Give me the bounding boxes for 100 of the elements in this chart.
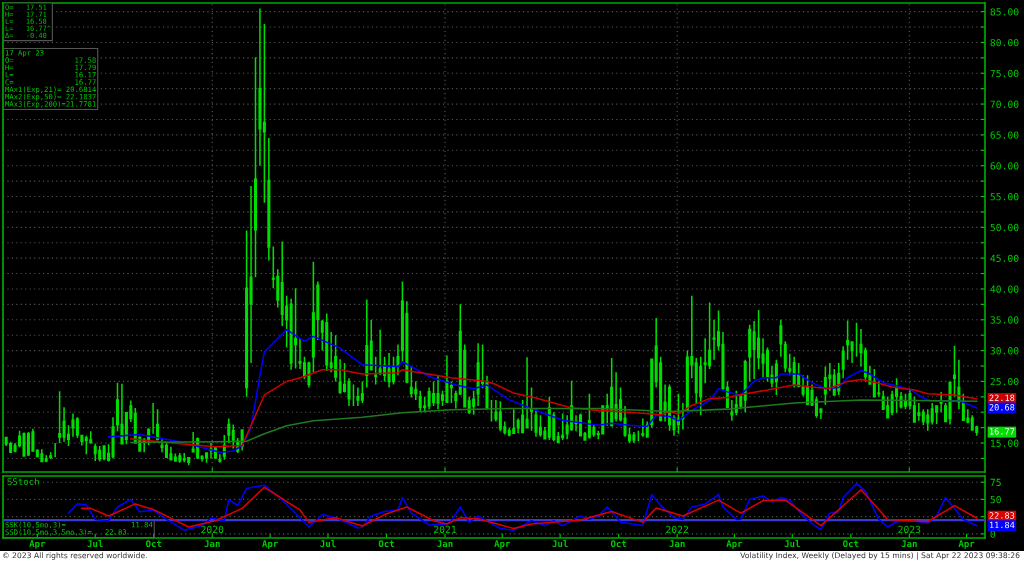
- candlestick: [249, 185, 253, 364]
- y-tick-label: 50: [990, 495, 1001, 504]
- candlestick: [957, 359, 961, 410]
- candlestick: [365, 298, 369, 389]
- candlestick: [387, 352, 391, 389]
- candlestick: [169, 445, 173, 461]
- y-tick-label: 75.00: [990, 69, 1019, 78]
- candlestick: [534, 408, 538, 438]
- x-tick-label: Apr: [494, 540, 511, 549]
- candlestick: [253, 56, 258, 279]
- x-tick-label: Jan: [204, 540, 220, 548]
- candlestick: [160, 438, 164, 454]
- candlestick: [445, 354, 449, 404]
- candlestick: [854, 322, 859, 358]
- x2-tick-label: 2023: [898, 525, 921, 534]
- x-tick-label: Jul: [320, 540, 336, 548]
- y-tick-label: 70.00: [990, 100, 1019, 108]
- candlestick: [294, 287, 298, 370]
- candlestick: [142, 437, 146, 454]
- candlestick: [378, 328, 382, 377]
- candlestick: [374, 355, 378, 386]
- y-tick-label: 45.00: [990, 254, 1019, 262]
- annotation: 22.83: [989, 512, 1015, 519]
- candlestick: [436, 374, 440, 410]
- annotation: 16.77: [989, 428, 1015, 435]
- candlestick: [53, 442, 57, 458]
- x-tick-label: Oct: [378, 540, 394, 548]
- x-tick-label: Apr: [262, 540, 278, 549]
- candlestick: [71, 412, 75, 438]
- y-tick-label: 35.00: [990, 316, 1019, 324]
- candlestick: [22, 431, 26, 457]
- candlestick: [926, 408, 930, 432]
- x2-tick-label: 2022: [666, 525, 689, 534]
- x-tick-label: Oct: [145, 540, 162, 548]
- candlestick: [396, 343, 400, 377]
- candlestick: [49, 451, 53, 460]
- candlestick: [58, 390, 62, 444]
- x-tick-label: Apr: [29, 540, 46, 549]
- candlestick: [98, 445, 102, 463]
- y-tick-label: 25.00: [990, 377, 1019, 386]
- candlestick: [952, 344, 956, 398]
- candlestick: [107, 443, 111, 463]
- candlestick: [454, 389, 458, 410]
- candlestick: [227, 417, 231, 444]
- candlestick: [351, 383, 355, 407]
- candlestick: [676, 392, 680, 435]
- candlestick: [200, 454, 204, 463]
- candlestick: [512, 408, 516, 434]
- x-tick-label: Jan: [437, 540, 453, 548]
- candlestick: [641, 417, 645, 438]
- x-tick-label: Jan: [669, 540, 685, 548]
- candlestick: [494, 399, 498, 423]
- y-tick-label: 75: [990, 478, 1001, 487]
- candlestick: [903, 392, 908, 410]
- candlestick: [311, 261, 315, 373]
- candlestick: [529, 386, 534, 432]
- candlestick: [761, 337, 765, 380]
- candlestick: [360, 380, 364, 404]
- candlestick: [209, 442, 213, 460]
- candlestick: [561, 412, 565, 441]
- candlestick: [356, 386, 360, 407]
- candlestick: [489, 399, 493, 423]
- y-tick-label: 55.00: [990, 193, 1019, 201]
- x-tick-label: Jul: [552, 540, 568, 548]
- candlestick: [173, 452, 177, 463]
- candlestick: [182, 452, 186, 463]
- candlestick: [120, 383, 124, 445]
- candlestick: [895, 377, 899, 414]
- candlestick: [730, 399, 734, 422]
- y-tick-label: 15.00: [991, 439, 1019, 447]
- x-tick-label: Apr: [958, 540, 975, 549]
- candlestick: [939, 391, 943, 413]
- candlestick: [418, 389, 422, 412]
- y-tick-label: 50.00: [990, 223, 1019, 232]
- candlestick: [218, 453, 222, 464]
- candlestick: [846, 319, 850, 361]
- candlestick: [231, 423, 235, 450]
- y-tick-label: 60.00: [990, 162, 1019, 170]
- candlestick: [40, 448, 44, 463]
- candlestick: [476, 342, 480, 407]
- line-series: [130, 399, 978, 444]
- x-tick-label: Apr: [726, 540, 743, 549]
- candlestick: [935, 405, 939, 425]
- candlestick: [930, 402, 934, 426]
- candlestick: [187, 456, 191, 466]
- candlestick: [204, 451, 209, 464]
- candlestick: [948, 380, 952, 426]
- candlestick: [899, 391, 903, 410]
- y-tick-label: 65.00: [990, 131, 1019, 139]
- annotation: 20.68: [989, 404, 1015, 411]
- candlestick: [779, 319, 783, 358]
- candlestick: [338, 358, 342, 395]
- candlestick: [84, 434, 88, 455]
- y-tick-label: 80.00: [990, 38, 1019, 47]
- candlestick: [632, 431, 636, 444]
- x-tick-label: Jul: [87, 540, 103, 548]
- candlestick: [681, 402, 685, 431]
- candlestick: [369, 319, 373, 372]
- x2-tick-label: 2020: [201, 525, 224, 534]
- candlestick: [449, 380, 453, 404]
